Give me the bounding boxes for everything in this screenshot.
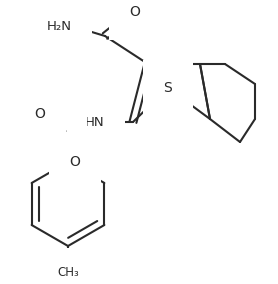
Text: CH₃: CH₃ xyxy=(57,266,79,279)
Text: O: O xyxy=(70,155,80,169)
Text: O: O xyxy=(34,107,45,121)
Text: S: S xyxy=(58,129,66,143)
Text: H₂N: H₂N xyxy=(47,20,72,32)
Text: HN: HN xyxy=(85,116,105,128)
Text: O: O xyxy=(130,5,140,19)
Text: S: S xyxy=(164,81,172,95)
